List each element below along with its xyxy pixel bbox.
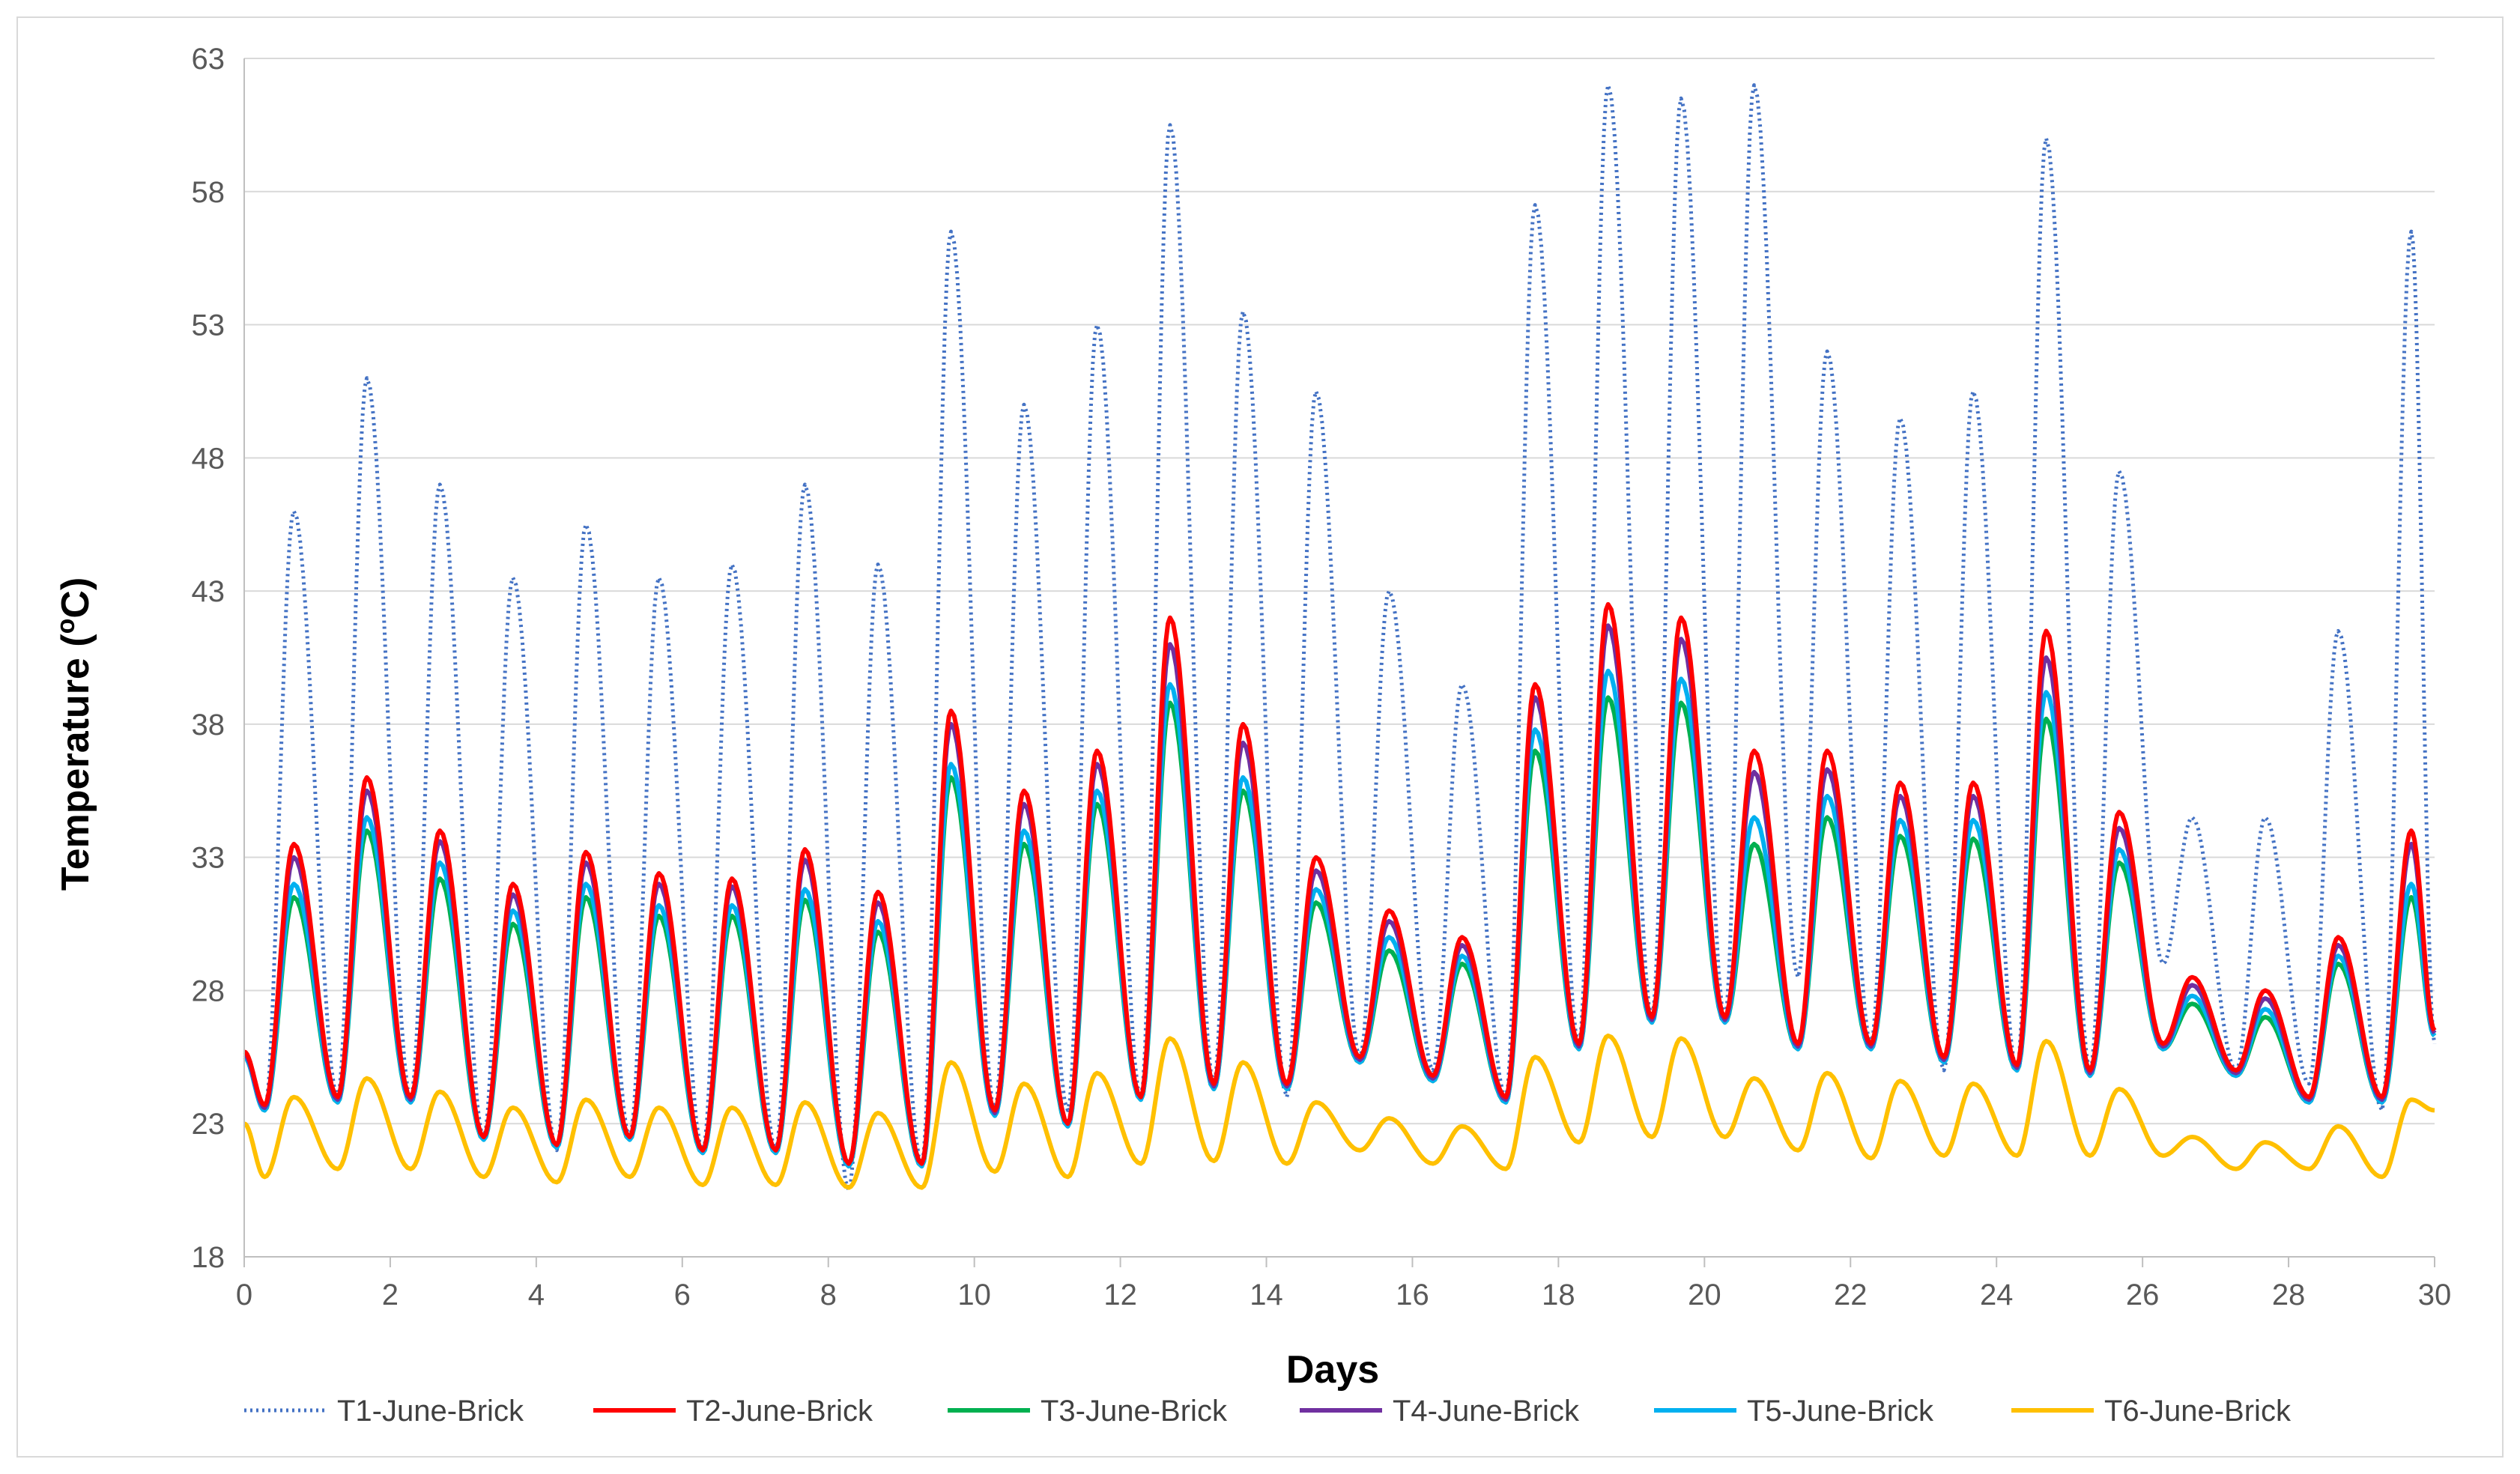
y-tick-labels: 18 23 28 33 38 43 48 53 58 63	[192, 43, 225, 1274]
x-tick-label: 20	[1688, 1279, 1721, 1311]
x-tick-label: 26	[2126, 1279, 2160, 1311]
x-tick-label: 14	[1250, 1279, 1283, 1311]
legend-label: T1-June-Brick	[337, 1395, 524, 1428]
y-tick-label: 48	[192, 442, 225, 475]
x-tick-label: 30	[2418, 1279, 2452, 1311]
x-tick-label: 4	[528, 1279, 545, 1311]
chart-frame	[16, 16, 2504, 1458]
y-tick-label: 33	[192, 842, 225, 875]
x-tick-label: 10	[957, 1279, 991, 1311]
series-lines	[243, 83, 2437, 1192]
y-tick-label: 53	[192, 309, 225, 342]
legend-label: T6-June-Brick	[2104, 1395, 2292, 1428]
y-tick-label: 63	[192, 43, 225, 76]
x-tick-labels: 0 2 4 6 8 10 12 14 16 18 20 22 24 26 28 30	[236, 1279, 2451, 1311]
legend-label: T3-June-Brick	[1041, 1395, 1228, 1428]
series-line-T6-June-Brick	[243, 1033, 2435, 1190]
y-tick-label: 43	[192, 575, 225, 608]
x-tick-label: 2	[382, 1279, 399, 1311]
x-axis-title: Days	[1286, 1348, 1379, 1392]
x-tick-label: 12	[1103, 1279, 1137, 1311]
x-tick-label: 6	[674, 1279, 691, 1311]
y-tick-label: 23	[192, 1108, 225, 1141]
series-line-T2-June-Brick	[243, 601, 2437, 1166]
y-axis-title-post: C)	[54, 577, 97, 619]
x-tick-label: 22	[1834, 1279, 1868, 1311]
x-tick-label: 28	[2272, 1279, 2306, 1311]
y-tick-label: 18	[192, 1241, 225, 1274]
y-tick-label: 58	[192, 176, 225, 209]
y-tick-label: 28	[192, 974, 225, 1007]
legend: T1-June-Brick T2-June-Brick T3-June-Brick T…	[244, 1395, 2292, 1428]
x-tick-label: 24	[1980, 1279, 2014, 1311]
y-axis-title-pre: Temperature (	[54, 634, 97, 891]
x-tick-label: 0	[236, 1279, 252, 1311]
legend-label: T2-June-Brick	[686, 1395, 873, 1428]
y-axis-title-sup: o	[52, 619, 80, 634]
y-tick-label: 38	[192, 709, 225, 741]
x-tick-label: 16	[1396, 1279, 1429, 1311]
x-tick-label: 18	[1542, 1279, 1575, 1311]
legend-label: T4-June-Brick	[1393, 1395, 1580, 1428]
x-tick-label: 8	[820, 1279, 837, 1311]
y-axis-title: Temperature (oC)	[52, 577, 97, 891]
axes	[243, 58, 2435, 1267]
legend-label: T5-June-Brick	[1747, 1395, 1934, 1428]
